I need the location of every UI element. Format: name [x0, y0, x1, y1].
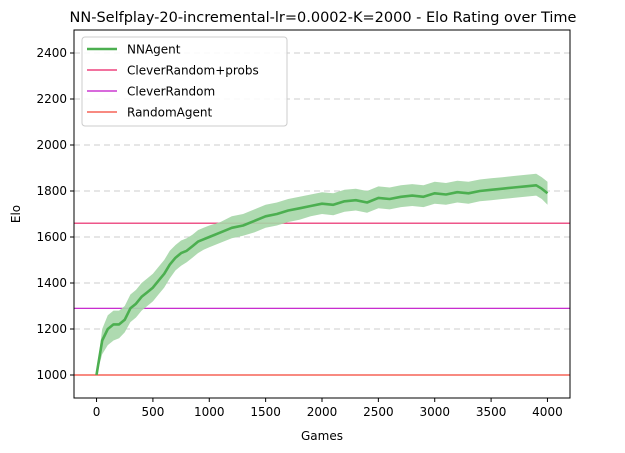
y-tick-label: 1400: [36, 276, 67, 290]
x-tick-label: 500: [141, 405, 164, 419]
plot-area: [74, 173, 570, 376]
legend-entry: RandomAgent: [127, 106, 212, 120]
legend: NNAgent CleverRandom+probs CleverRandom Ran…: [81, 36, 288, 127]
confidence-band: [96, 173, 548, 375]
y-tick-label: 1000: [36, 368, 67, 382]
x-tick-label: 0: [93, 405, 101, 419]
legend-entry: CleverRandom+probs: [127, 64, 259, 78]
y-tick-label: 2200: [36, 92, 67, 106]
y-axis: 1000 1200 1400 1600 1800 2000 2200 2400: [36, 46, 74, 382]
y-tick-label: 1200: [36, 322, 67, 336]
x-tick-label: 2000: [307, 405, 338, 419]
x-axis: 0 500 1000 1500 2000 2500 3000 3500 4000: [93, 398, 563, 419]
x-tick-label: 3500: [476, 405, 507, 419]
y-tick-label: 2000: [36, 138, 67, 152]
legend-box: [81, 36, 288, 127]
legend-entry: CleverRandom: [127, 85, 215, 99]
series-line: [95, 184, 549, 376]
y-tick-label: 1800: [36, 184, 67, 198]
x-tick-label: 2500: [363, 405, 394, 419]
x-tick-label: 1000: [194, 405, 225, 419]
x-tick-label: 1500: [250, 405, 281, 419]
x-tick-label: 4000: [532, 405, 563, 419]
y-tick-label: 1600: [36, 230, 67, 244]
x-tick-label: 3000: [419, 405, 450, 419]
x-axis-label: Games: [301, 429, 343, 443]
chart-title: NN-Selfplay-20-incremental-lr=0.0002-K=2…: [70, 10, 577, 26]
y-axis-label: Elo: [9, 205, 23, 223]
y-tick-label: 2400: [36, 46, 67, 60]
legend-entry: NNAgent: [127, 43, 181, 57]
